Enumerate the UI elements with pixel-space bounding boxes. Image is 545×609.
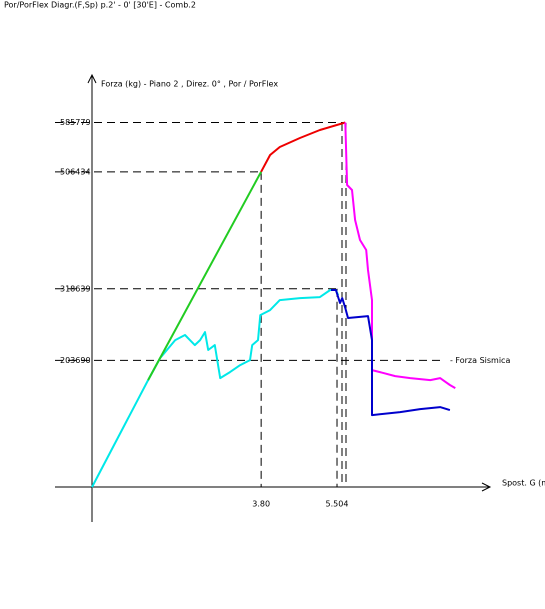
annotation: - Forza Sismica <box>450 356 510 365</box>
chart-title: Por/PorFlex Diagr.(F,Sp) p.2' - 0' [30'E… <box>4 1 196 10</box>
y-tick-label: 318639 <box>60 284 91 293</box>
series-line <box>91 289 340 488</box>
x-axis-label: Spost. G (m <box>502 479 545 488</box>
y-tick-label: 506434 <box>60 167 91 176</box>
y-tick-label: 585779 <box>60 118 91 127</box>
series-line <box>147 171 262 381</box>
series-line <box>260 121 346 173</box>
y-arrow <box>87 73 97 84</box>
y-axis-label: Forza (kg) - Piano 2 , Direz. 0° , Por /… <box>101 80 278 89</box>
series-line <box>344 122 456 389</box>
x-arrow <box>481 482 492 492</box>
x-tick-label: 5.504 <box>326 500 349 509</box>
x-tick-label: 3.80 <box>252 500 270 509</box>
y-tick-label: 203690 <box>60 356 91 365</box>
series-line <box>331 289 451 417</box>
